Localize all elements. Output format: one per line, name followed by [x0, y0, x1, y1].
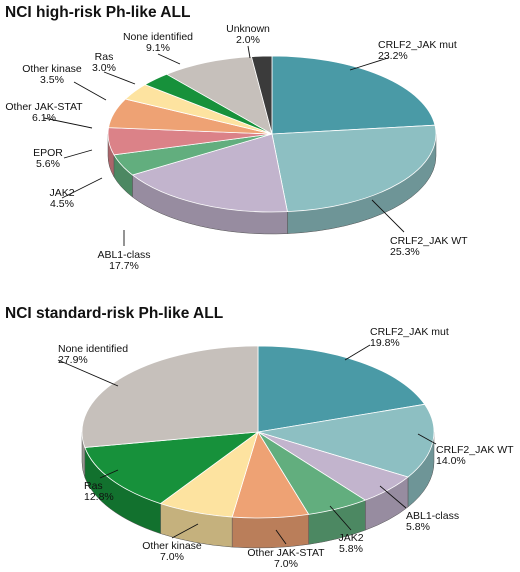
slice-label-ras: Ras [84, 480, 103, 492]
leader-line-crlf2-jak-mut [349, 57, 389, 71]
slice-value-other-kinase: 7.0% [160, 551, 184, 563]
leader-line-ras [103, 71, 136, 85]
leader-line-crlf2-jak-wt [371, 199, 405, 233]
slice-crlf2-jak-mut [271, 55, 436, 135]
leader-line-jak2 [329, 505, 352, 531]
slice-label-jak2: JAK2 [49, 187, 74, 199]
slice-crlf2-jak-mut [257, 345, 426, 433]
slice-label-other-kinase: Other kinase [142, 540, 202, 552]
slice-value-crlf2-jak-mut: 23.2% [378, 50, 408, 62]
slice-crlf2-jak-wt [271, 124, 437, 213]
slice-value-abl1-class: 5.8% [406, 521, 430, 533]
leader-line-other-kinase [73, 81, 107, 101]
leader-line-other-jak-stat [43, 117, 93, 129]
slice-label-abl1-class: ABL1-class [97, 249, 150, 261]
slice-value-none-identified: 9.1% [146, 42, 170, 54]
slice-label-other-kinase: Other kinase [22, 63, 82, 75]
chart-2-title: NCI standard-risk Ph-like ALL [5, 305, 223, 322]
slice-abl1-class [132, 133, 288, 213]
slice-label-abl1-class: ABL1-class [406, 510, 459, 522]
slice-label-crlf2-jak-mut: CRLF2_JAK mut [370, 326, 449, 338]
slice-label-crlf2-jak-mut: CRLF2_JAK mut [378, 39, 457, 51]
chart-1-title: NCI high-risk Ph-like ALL [5, 4, 190, 21]
leader-line-abl1-class [379, 485, 407, 509]
slice-value-none-identified: 27.9% [58, 354, 88, 366]
slice-value-epor: 5.6% [36, 158, 60, 170]
pie-tops [81, 345, 435, 519]
slice-value-other-jak-stat: 7.0% [274, 558, 298, 570]
leader-line-other-kinase [171, 523, 199, 539]
slice-value-other-jak-stat: 6.1% [32, 112, 56, 124]
slice-crlf2-jak-wt [257, 403, 435, 478]
leader-line-jak2 [61, 177, 103, 199]
slice-unknown [251, 55, 273, 135]
slice-value-other-kinase: 3.5% [40, 74, 64, 86]
slice-value-jak2: 4.5% [50, 198, 74, 210]
leader-line-none-identified [157, 53, 181, 65]
slice-value-ras: 12.8% [84, 491, 114, 503]
slice-value-unknown: 2.0% [236, 34, 260, 46]
slice-label-crlf2-jak-wt: CRLF2_JAK WT [436, 444, 514, 456]
slice-side-other-jak-stat [231, 514, 309, 549]
slice-label-crlf2-jak-wt: CRLF2_JAK WT [390, 235, 468, 247]
slice-label-epor: EPOR [33, 147, 63, 159]
slice-label-none-identified: None identified [123, 31, 193, 43]
slice-value-abl1-class: 17.7% [109, 260, 139, 272]
slice-value-crlf2-jak-wt: 25.3% [390, 246, 420, 258]
leader-line-crlf2-jak-mut [344, 344, 371, 361]
leader-line-ras [99, 469, 119, 479]
leader-line-unknown [247, 45, 251, 59]
slice-label-other-jak-stat: Other JAK-STAT [247, 547, 325, 559]
slice-value-crlf2-jak-mut: 19.8% [370, 337, 400, 349]
slice-value-jak2: 5.8% [339, 543, 363, 555]
slice-ras [84, 431, 259, 505]
slice-value-crlf2-jak-wt: 14.0% [436, 455, 466, 467]
leader-line-none-identified [57, 359, 119, 387]
slice-label-ras: Ras [95, 51, 114, 63]
slice-label-unknown: Unknown [226, 23, 270, 35]
slice-label-jak2: JAK2 [338, 532, 363, 544]
leader-line-other-jak-stat [275, 529, 287, 545]
pie-tops [107, 55, 437, 213]
leader-line-epor [63, 149, 93, 159]
slice-value-ras: 3.0% [92, 62, 116, 74]
slice-label-other-jak-stat: Other JAK-STAT [5, 101, 83, 113]
slice-label-none-identified: None identified [58, 343, 128, 355]
slice-none-identified [81, 345, 259, 448]
leader-line-crlf2-jak-wt [417, 433, 437, 445]
